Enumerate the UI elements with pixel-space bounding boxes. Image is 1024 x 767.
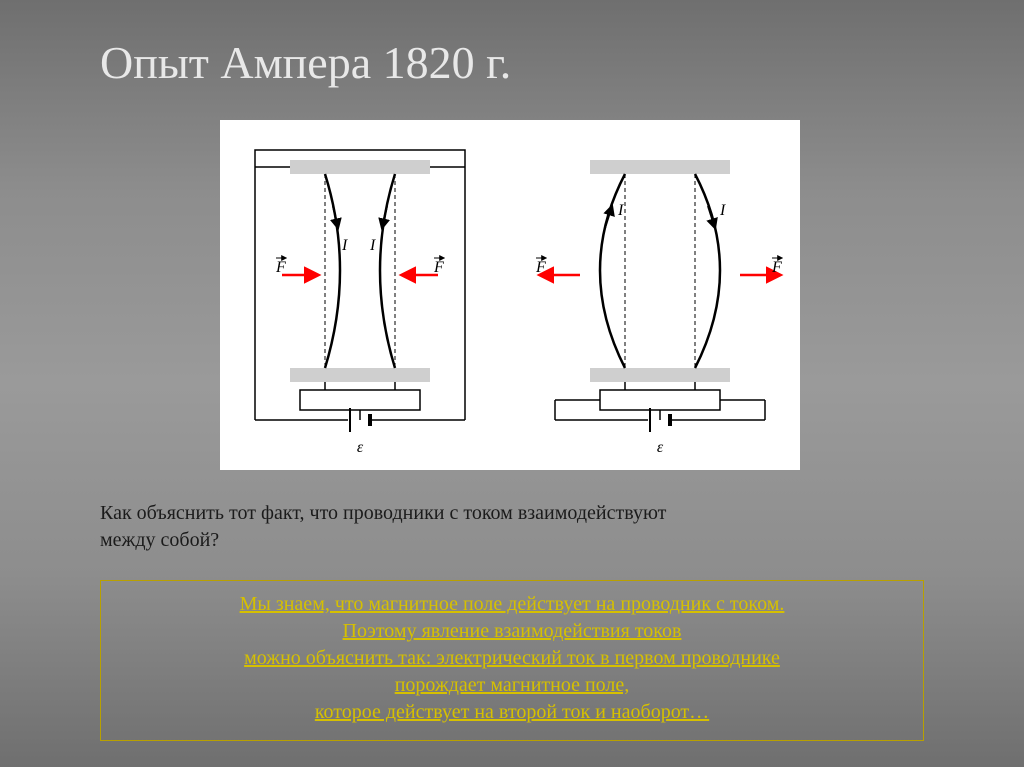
answer-line-3: можно объяснить так: электрический ток в… (117, 645, 907, 672)
left-circuit: ε I I (255, 150, 465, 456)
right-circuit: ε I I F (535, 160, 782, 456)
f-label-ll: F (275, 259, 286, 276)
i-label-ll: I (341, 237, 348, 254)
answer-box: Мы знаем, что магнитное поле действует н… (100, 580, 924, 741)
question-text: Как объяснить тот факт, что проводники с… (100, 500, 924, 554)
answer-line-4: порождает магнитное поле, (117, 672, 907, 699)
ampere-diagram: ε I I (220, 120, 800, 470)
question-line1: Как объяснить тот факт, что проводники с… (100, 502, 666, 524)
i-label-rl: I (617, 202, 624, 219)
diagram-svg: ε I I (220, 120, 800, 470)
f-label-rr: F (771, 259, 782, 276)
i-label-lr: I (369, 237, 376, 254)
slide: Опыт Ампера 1820 г. (0, 0, 1024, 767)
answer-line-1: Мы знаем, что магнитное поле действует н… (117, 591, 907, 618)
emf-label-right: ε (657, 439, 664, 456)
emf-label-left: ε (357, 439, 364, 456)
f-label-lr: F (433, 259, 444, 276)
f-label-rl: F (535, 259, 546, 276)
i-label-rr: I (719, 202, 726, 219)
answer-line-2: Поэтому явление взаимодействия токов (117, 618, 907, 645)
answer-line-5: которое действует на второй ток и наобор… (117, 699, 907, 726)
slide-title: Опыт Ампера 1820 г. (100, 36, 924, 89)
question-line2: между собой? (100, 529, 219, 551)
